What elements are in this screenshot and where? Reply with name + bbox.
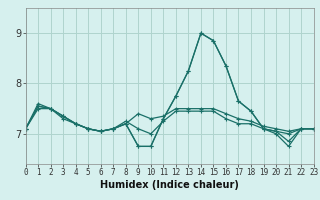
X-axis label: Humidex (Indice chaleur): Humidex (Indice chaleur) bbox=[100, 180, 239, 190]
